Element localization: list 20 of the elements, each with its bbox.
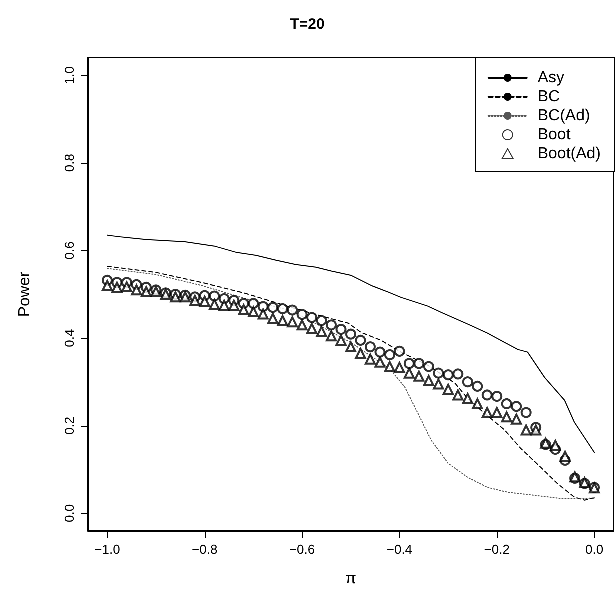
y-tick-label: 0.4	[62, 329, 77, 348]
x-tick-label: 0.0	[585, 542, 604, 557]
y-tick-label: 0.2	[62, 416, 77, 435]
y-axis-title: Power	[16, 271, 34, 318]
y-tick-label: 0.6	[62, 242, 77, 260]
legend-label: Boot(Ad)	[538, 146, 601, 162]
y-tick-label: 0.8	[62, 154, 77, 172]
y-tick-label: 0.0	[62, 504, 77, 523]
y-tick-label: 1.0	[62, 66, 77, 85]
x-tick-label: −1.0	[94, 542, 120, 557]
chart-title: T=20	[290, 16, 325, 33]
x-tick-label: −0.6	[289, 542, 316, 557]
legend-label: Asy	[538, 70, 565, 86]
legend-label: Boot	[538, 126, 572, 144]
x-tick-label: −0.8	[192, 542, 218, 557]
x-tick-label: −0.4	[386, 542, 413, 557]
legend-label: BC(Ad)	[538, 108, 590, 124]
x-tick-label: −0.2	[484, 542, 510, 557]
x-axis-title: π	[345, 570, 357, 588]
legend-label: BC	[538, 88, 560, 106]
